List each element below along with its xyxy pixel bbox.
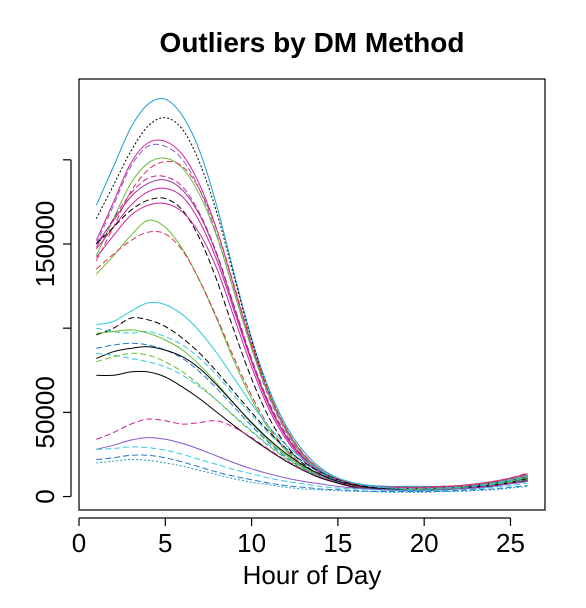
x-axis-label: Hour of Day bbox=[243, 560, 382, 590]
series-line-4 bbox=[95, 143, 528, 489]
series-line-13 bbox=[95, 230, 528, 491]
x-tick-label: 20 bbox=[410, 528, 439, 558]
chart-title: Outliers by DM Method bbox=[160, 27, 465, 58]
plot-frame bbox=[78, 78, 546, 511]
series-layer bbox=[95, 97, 528, 493]
series-line-11 bbox=[95, 202, 528, 491]
series-line-21 bbox=[96, 352, 528, 491]
x-tick-label: 15 bbox=[323, 528, 352, 558]
x-axis: 0 5 10 15 20 25 bbox=[72, 517, 525, 558]
x-tick-label: 5 bbox=[158, 528, 172, 558]
y-axis: 0 50000 150000 bbox=[30, 159, 72, 504]
y-tick-label: 150000 bbox=[30, 201, 60, 288]
x-tick-label: 0 bbox=[72, 528, 86, 558]
series-line-9 bbox=[95, 187, 528, 490]
series-line-16 bbox=[96, 327, 528, 490]
series-line-20 bbox=[96, 352, 528, 491]
series-line-1 bbox=[95, 97, 528, 487]
y-tick-label: 50000 bbox=[30, 376, 60, 448]
series-line-7 bbox=[95, 175, 528, 489]
series-line-24 bbox=[96, 437, 528, 492]
x-tick-label: 25 bbox=[496, 528, 525, 558]
series-line-3 bbox=[95, 139, 528, 488]
series-line-25 bbox=[96, 446, 528, 492]
x-tick-label: 10 bbox=[237, 528, 266, 558]
series-line-6 bbox=[95, 160, 528, 488]
series-line-23 bbox=[96, 418, 528, 492]
series-line-10 bbox=[95, 197, 528, 491]
series-line-27 bbox=[96, 458, 528, 493]
series-line-8 bbox=[95, 179, 528, 490]
series-line-26 bbox=[96, 454, 528, 493]
y-tick-label: 0 bbox=[30, 489, 60, 503]
